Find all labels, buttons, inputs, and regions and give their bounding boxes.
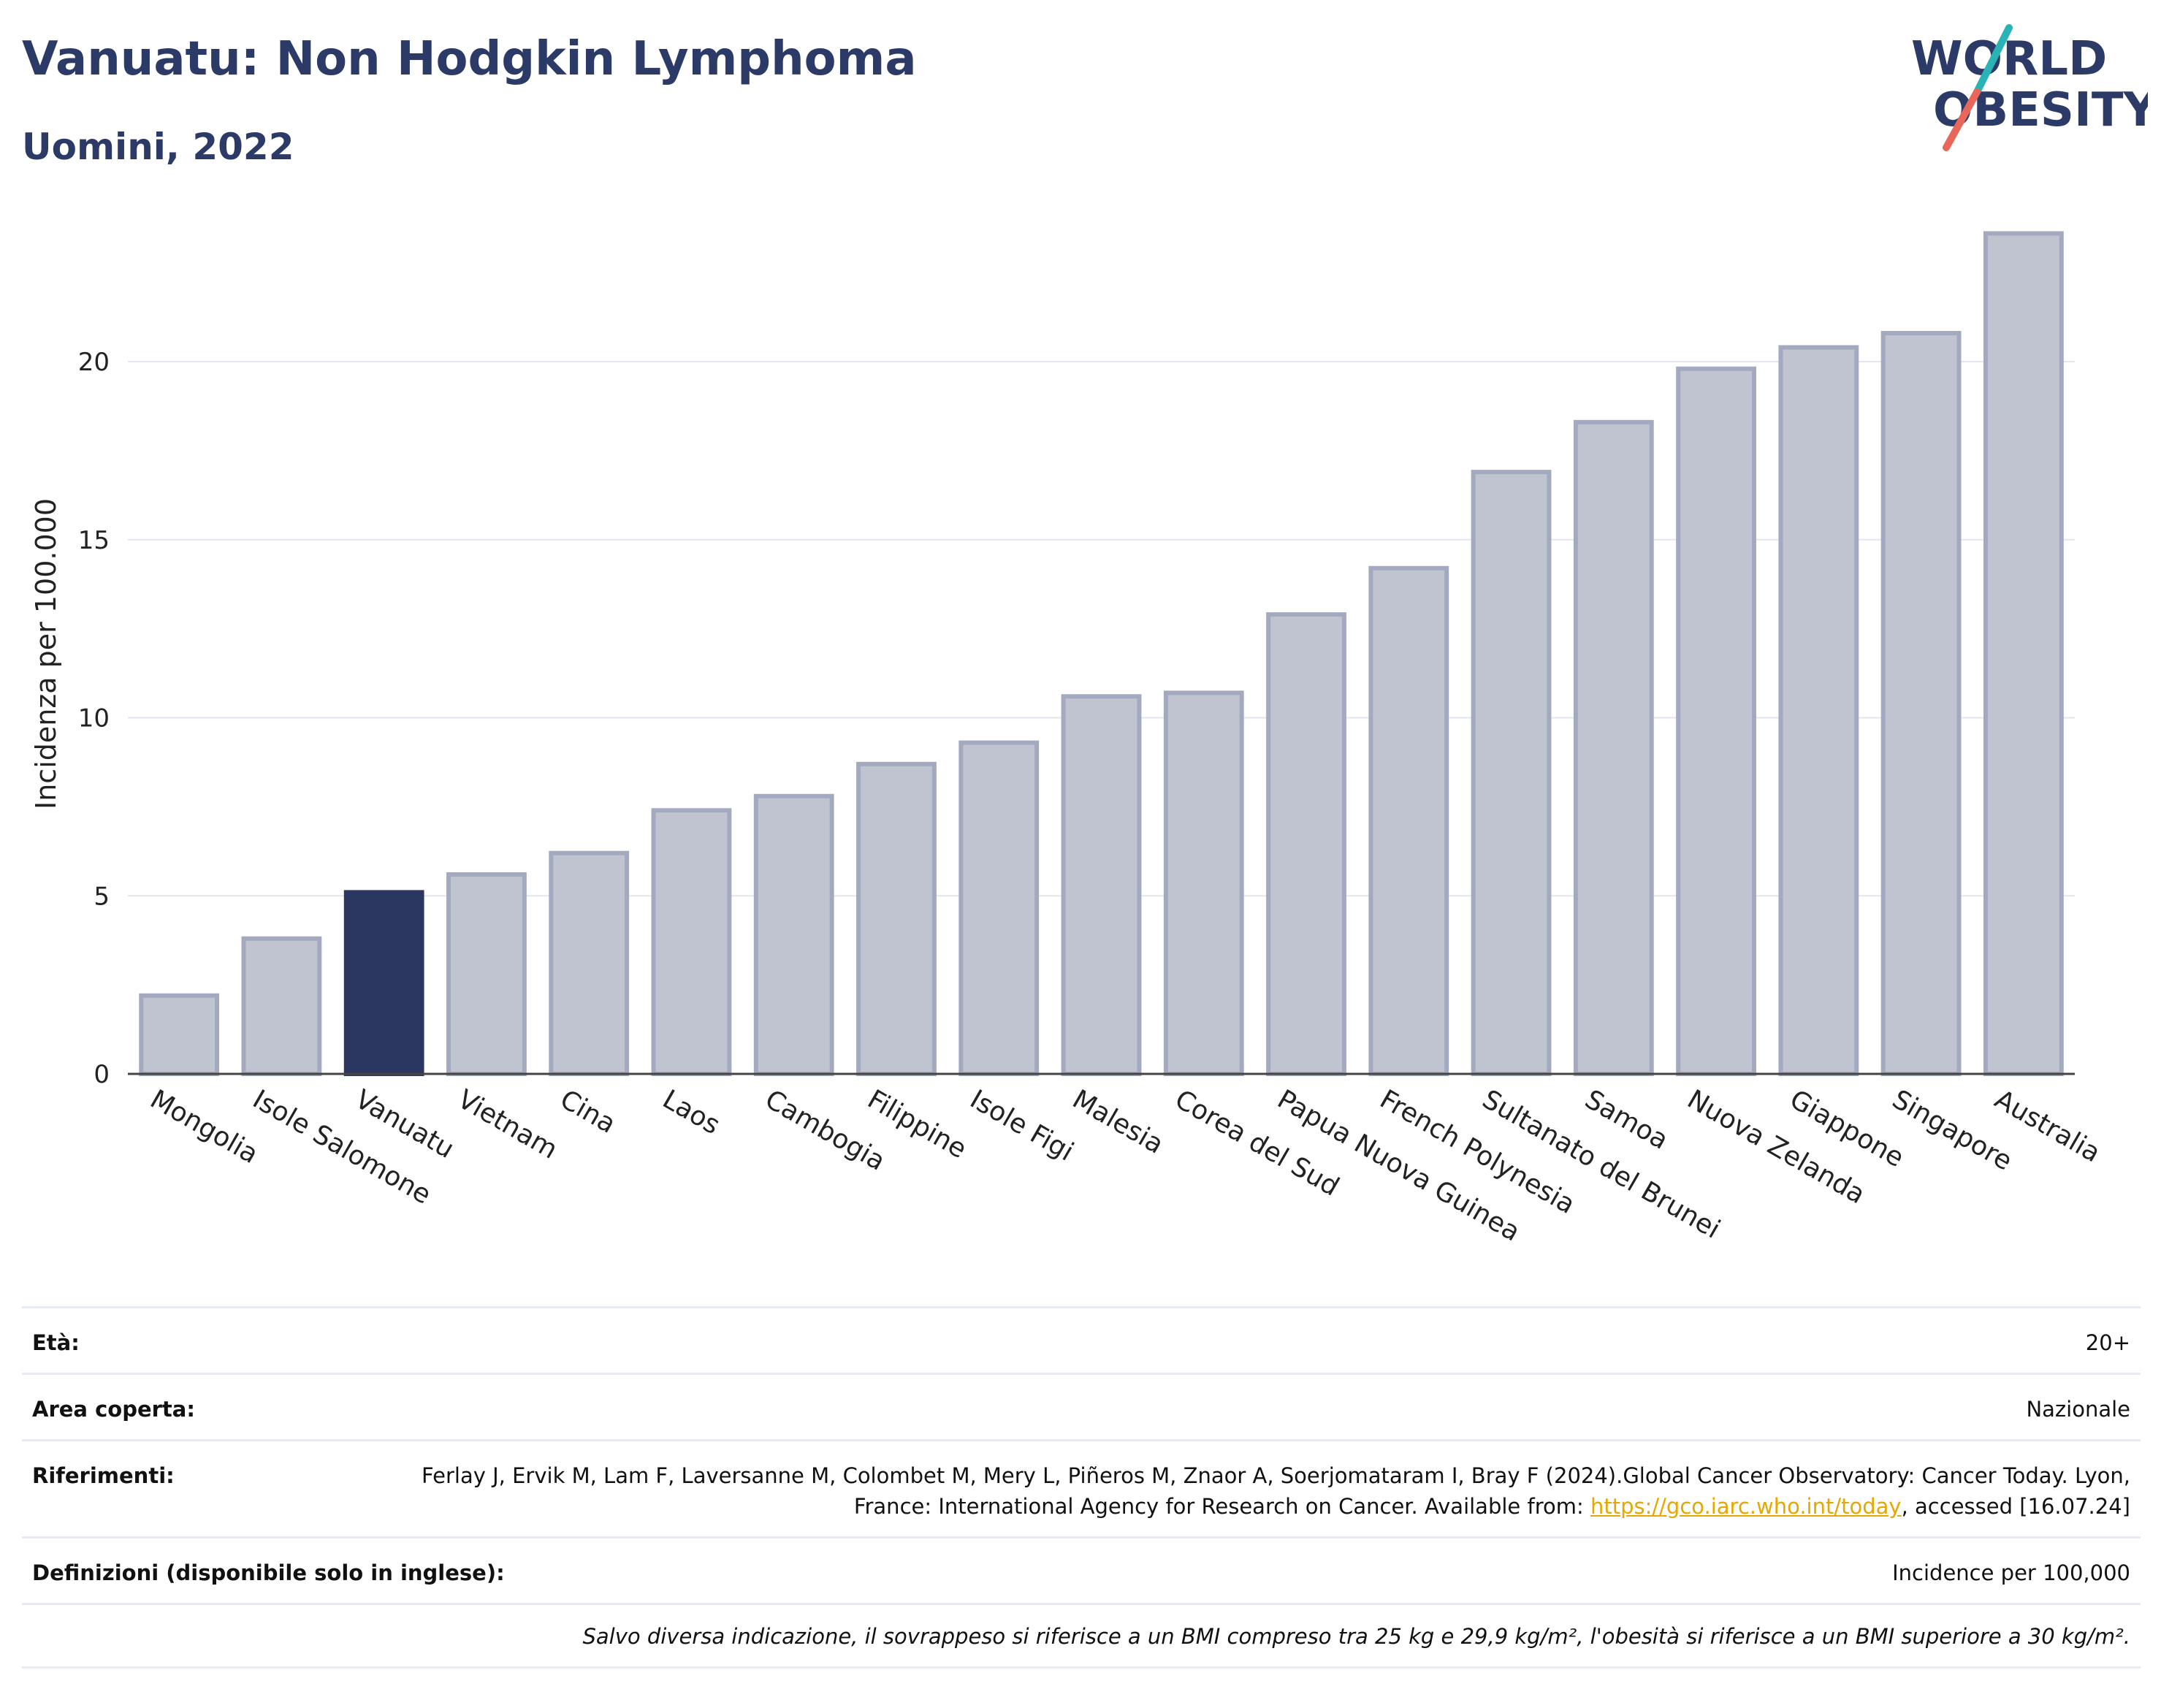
info-value-definizioni: Incidence per 100,000 [1892,1560,2130,1585]
reference-link[interactable]: https://gco.iarc.who.int/today [1590,1494,1902,1519]
x-tick-label: Mongolia [145,1084,264,1170]
bmi-note: Salvo diversa indicazione, il sovrappeso… [22,1603,2141,1669]
info-label-definizioni: Definizioni (disponibile solo in inglese… [32,1560,505,1585]
world-obesity-logo: WORLD OBESITY [1911,24,2148,151]
bar-samoa [1573,419,1654,1076]
bar-nuova-zelanda [1676,366,1756,1076]
info-row-riferimenti: Riferimenti: Ferlay J, Ervik M, Lam F, L… [22,1439,2141,1536]
bar-filippine [856,761,937,1076]
info-label-riferimenti: Riferimenti: [32,1463,175,1488]
chart-subtitle: Uomini, 2022 [22,126,294,168]
info-value-riferimenti: Ferlay J, Ervik M, Lam F, Laversanne M, … [392,1460,2130,1522]
y-tick-label: 15 [78,526,110,555]
logo-slash-top [1973,24,2013,96]
x-tick-label: Laos [658,1084,725,1140]
chart-title: Vanuatu: Non Hodgkin Lymphoma [22,32,917,86]
bar-australia [1983,231,2064,1076]
bar-mongolia [139,993,220,1076]
x-tick-label: Isole Figi [965,1084,1079,1167]
bar-laos [651,808,732,1076]
y-axis-title: Incidenza per 100.000 [30,498,62,809]
info-value-eta: 20+ [2085,1330,2130,1355]
info-row-definizioni: Definizioni (disponibile solo in inglese… [22,1536,2141,1603]
y-tick-label: 5 [94,882,110,911]
bar-singapore [1880,331,1962,1076]
logo-line-world: WORLD [1911,32,2107,86]
info-row-eta: Età: 20+ [22,1306,2141,1373]
x-tick-label: Isole Salomone [248,1084,436,1211]
bar-cina [549,850,630,1076]
x-tick-label: Vietnam [452,1084,562,1165]
bar-isole-figi [958,740,1040,1076]
x-tick-label: Cina [555,1084,621,1140]
reference-text: Ferlay J, Ervik M, Lam F, Laversanne M, … [422,1463,2130,1519]
bar-cambogia [753,793,834,1076]
info-row-area: Area coperta: Nazionale [22,1373,2141,1439]
bar-vanuatu [343,890,424,1076]
reference-accessed: , accessed [16.07.24] [1901,1494,2130,1519]
bar-isole-salomone [241,936,322,1076]
bar-corea-del-sud [1163,690,1244,1076]
bar-giappone [1778,345,1859,1076]
info-table: Età: 20+ Area coperta: Nazionale Riferim… [22,1306,2141,1669]
bar-papua-nuova-guinea [1266,612,1346,1076]
logo-slash-bottom [1943,88,1981,151]
bar-french-polynesia [1368,565,1449,1076]
bar-vietnam [446,872,527,1076]
bar-malesia [1061,694,1142,1076]
bar-sultanato-del-brunei [1471,470,1552,1076]
x-tick-label: Nuova Zelanda [1682,1084,1870,1210]
y-tick-label: 20 [78,348,110,377]
info-value-area: Nazionale [2026,1397,2130,1422]
info-label-eta: Età: [32,1330,80,1355]
info-label-area: Area coperta: [32,1397,195,1422]
y-tick-label: 10 [78,704,110,733]
y-tick-label: 0 [94,1060,110,1089]
x-tick-label: Malesia [1067,1084,1168,1160]
